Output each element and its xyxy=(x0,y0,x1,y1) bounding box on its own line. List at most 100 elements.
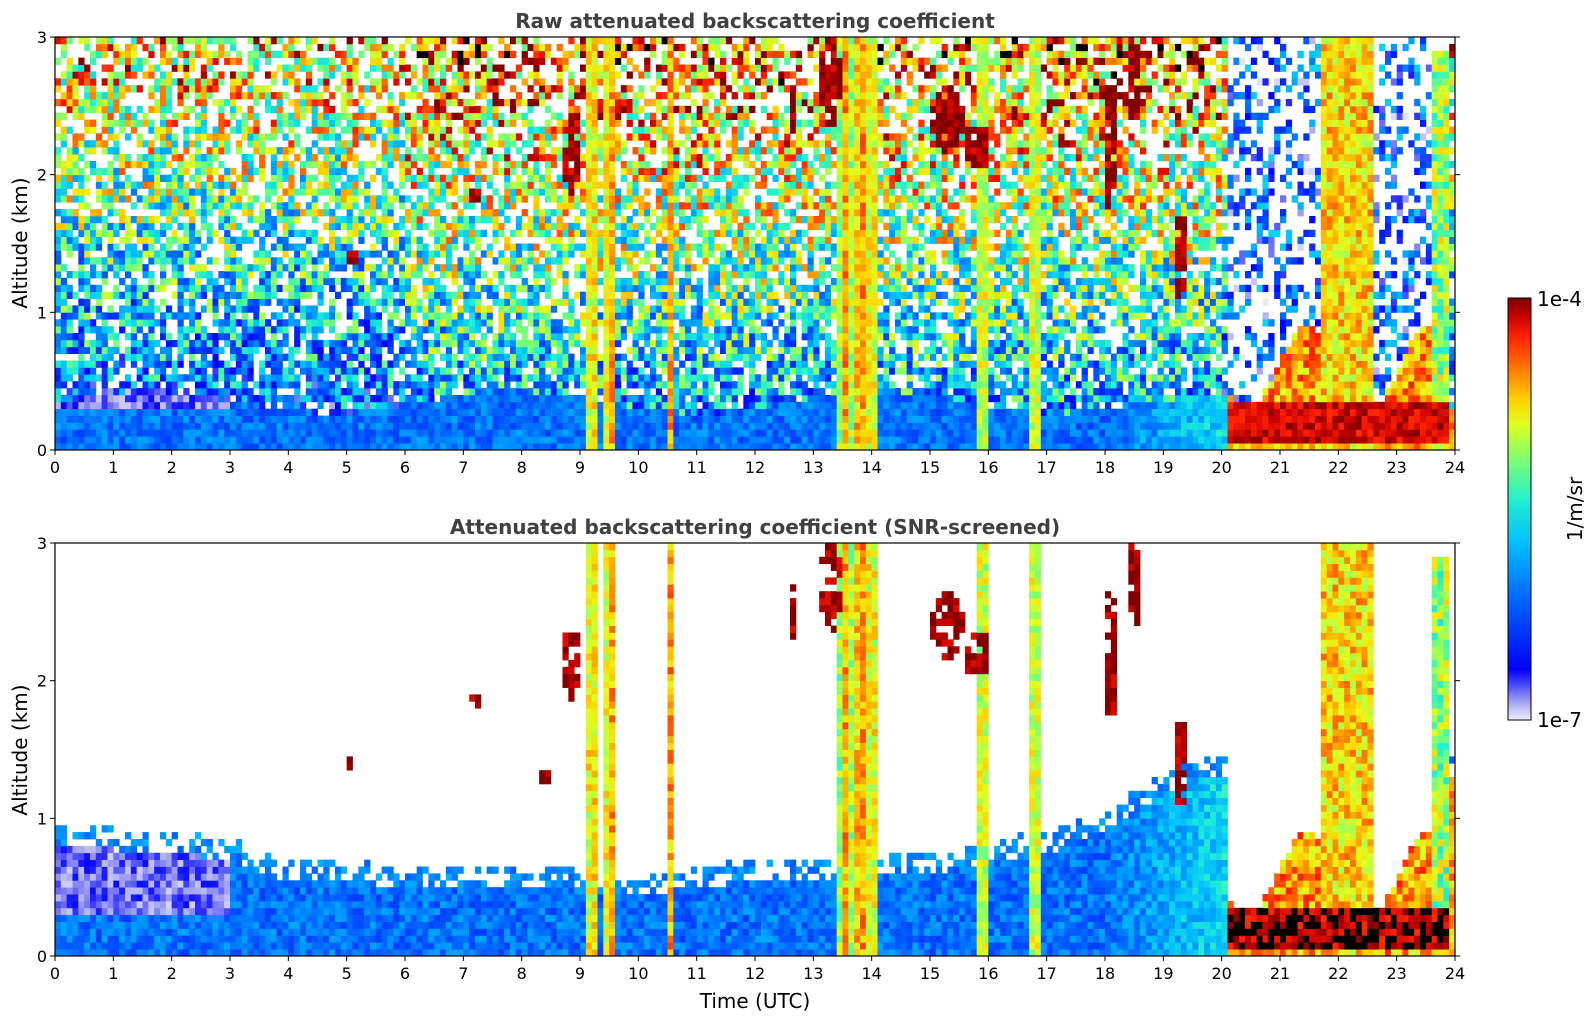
heatmap-cell xyxy=(434,277,441,286)
heatmap-cell xyxy=(661,188,668,196)
heatmap-cell xyxy=(84,119,91,127)
heatmap-cell xyxy=(422,174,429,182)
heatmap-cell xyxy=(381,443,388,450)
heatmap-cell xyxy=(405,243,412,251)
heatmap-cell xyxy=(165,360,173,368)
heatmap-cell xyxy=(119,160,126,169)
heatmap-cell xyxy=(130,353,138,361)
heatmap-cell xyxy=(422,277,429,286)
heatmap-cell xyxy=(241,415,248,423)
heatmap-cell xyxy=(434,64,441,72)
heatmap-cell xyxy=(609,188,616,196)
heatmap-cell xyxy=(603,250,610,258)
heatmap-cell xyxy=(533,346,540,355)
heatmap-cell xyxy=(463,174,470,182)
heatmap-cell xyxy=(644,360,651,368)
heatmap-cell xyxy=(218,43,225,52)
heatmap-cell xyxy=(510,133,517,141)
heatmap-cell xyxy=(585,277,593,286)
heatmap-cell xyxy=(212,381,219,389)
heatmap-cell xyxy=(55,85,62,93)
heatmap-cell xyxy=(620,147,628,155)
heatmap-cell xyxy=(364,222,371,231)
heatmap-cell xyxy=(335,346,342,355)
heatmap-cell xyxy=(650,50,657,59)
heatmap-cell xyxy=(486,326,493,334)
heatmap-cell xyxy=(574,381,581,389)
heatmap-cell xyxy=(620,422,628,430)
heatmap-cell xyxy=(189,319,196,327)
heatmap-cell xyxy=(72,222,79,231)
heatmap-cell xyxy=(521,195,528,203)
heatmap-cell xyxy=(434,222,441,231)
heatmap-cell xyxy=(95,105,103,114)
heatmap-cell xyxy=(667,381,674,389)
heatmap-cell xyxy=(416,346,423,355)
heatmap-cell xyxy=(679,250,686,258)
heatmap-cell xyxy=(95,353,103,361)
heatmap-cell xyxy=(545,332,552,341)
heatmap-cell xyxy=(311,339,318,348)
heatmap-cell xyxy=(200,112,208,120)
heatmap-cell xyxy=(340,181,348,189)
heatmap-cell xyxy=(335,50,342,59)
heatmap-cell xyxy=(434,43,441,52)
heatmap-cell xyxy=(486,202,493,210)
heatmap-cell xyxy=(55,78,62,86)
heatmap-cell xyxy=(335,374,342,382)
heatmap-cell xyxy=(585,188,593,196)
heatmap-cell xyxy=(224,360,231,368)
heatmap-cell xyxy=(562,257,569,265)
heatmap-cell xyxy=(562,147,569,155)
heatmap-cell xyxy=(136,312,143,320)
heatmap-cell xyxy=(515,64,523,72)
heatmap-cell xyxy=(545,353,552,361)
heatmap-cell xyxy=(381,360,388,368)
heatmap-cell xyxy=(165,37,173,45)
heatmap-cell xyxy=(66,215,73,224)
heatmap-cell xyxy=(533,126,540,134)
heatmap-cell xyxy=(469,250,476,258)
heatmap-cell xyxy=(650,264,657,272)
heatmap-cell xyxy=(323,415,330,423)
heatmap-cell xyxy=(200,92,208,100)
heatmap-cell xyxy=(539,360,546,368)
heatmap-cell xyxy=(480,394,488,403)
heatmap-cell xyxy=(329,429,336,437)
heatmap-cell xyxy=(515,222,523,231)
heatmap-cell xyxy=(632,429,639,437)
heatmap-cell xyxy=(685,160,692,169)
heatmap-cell xyxy=(690,215,698,224)
heatmap-cell xyxy=(696,346,703,355)
heatmap-cell xyxy=(101,436,108,444)
heatmap-cell xyxy=(340,215,348,224)
heatmap-cell xyxy=(667,429,674,437)
heatmap-cell xyxy=(78,298,85,306)
heatmap-cell xyxy=(480,229,488,238)
heatmap-cell xyxy=(667,305,674,313)
heatmap-cell xyxy=(300,50,307,59)
heatmap-cell xyxy=(550,160,558,169)
heatmap-cell xyxy=(428,126,435,134)
heatmap-cell xyxy=(142,243,149,251)
heatmap-cell xyxy=(195,43,202,52)
heatmap-cell xyxy=(632,188,639,196)
heatmap-cell xyxy=(410,271,418,279)
heatmap-cell xyxy=(655,64,663,72)
heatmap-cell xyxy=(352,346,359,355)
heatmap-cell xyxy=(195,209,202,217)
heatmap-cell xyxy=(323,277,330,286)
heatmap-cell xyxy=(381,43,388,52)
heatmap-cell xyxy=(282,229,289,238)
heatmap-cell xyxy=(603,271,610,279)
heatmap-cell xyxy=(136,422,143,430)
heatmap-cell xyxy=(241,133,248,141)
heatmap-cell xyxy=(171,209,178,217)
heatmap-cell xyxy=(475,305,482,313)
heatmap-cell xyxy=(667,332,674,341)
heatmap-cell xyxy=(515,388,523,396)
heatmap-cell xyxy=(241,332,248,341)
heatmap-cell xyxy=(78,57,85,65)
heatmap-cell xyxy=(370,408,377,416)
heatmap-cell xyxy=(84,367,91,375)
